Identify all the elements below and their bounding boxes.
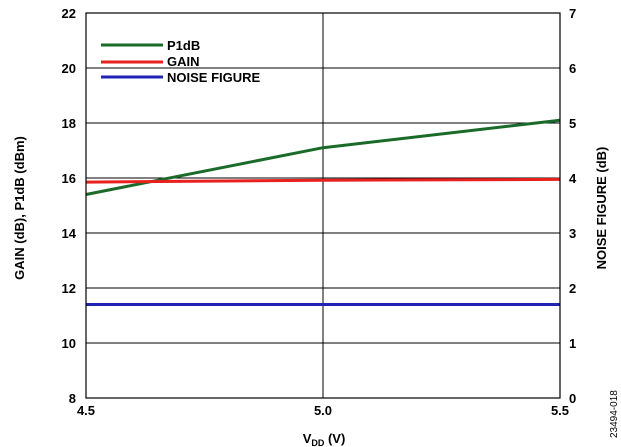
y-left-tick-label: 12 (62, 281, 76, 296)
y-right-tick-label: 4 (569, 171, 577, 186)
series-lines (85, 118, 561, 306)
legend-label-p1db: P1dB (167, 38, 200, 53)
y-axis-title-left: GAIN (dB), P1dB (dBm) (12, 136, 27, 280)
y-axis-title-right: NOISE FIGURE (dB) (594, 147, 609, 270)
y-right-tick-label: 6 (569, 61, 576, 76)
y-right-tick-label: 1 (569, 336, 576, 351)
y-left-tick-label: 16 (62, 171, 76, 186)
y-right-tick-label: 0 (569, 391, 576, 406)
series-line-gain (85, 177, 561, 184)
y-left-tick-label: 18 (62, 116, 76, 131)
series-line-p1db (85, 118, 561, 196)
y-left-tick-label: 22 (62, 6, 76, 21)
y-left-tick-label: 20 (62, 61, 76, 76)
x-tick-label: 4.5 (77, 403, 95, 418)
figure-code: 23494-018 (609, 390, 620, 438)
x-axis-title: VDD (V) (303, 431, 346, 447)
y-left-tick-label: 14 (62, 226, 77, 241)
y-right-tick-label: 7 (569, 6, 576, 21)
y-right-tick-label: 5 (569, 116, 576, 131)
x-axis-title-main: V (303, 431, 312, 446)
legend-label-noise-figure: NOISE FIGURE (167, 70, 261, 85)
grid (85, 12, 561, 399)
x-tick-label: 5.5 (551, 403, 569, 418)
y-left-tick-label: 8 (69, 391, 76, 406)
x-axis-title-unit: (V) (324, 431, 345, 446)
y-right-tick-label: 3 (569, 226, 576, 241)
x-tick-label: 5.0 (314, 403, 332, 418)
legend-label-gain: GAIN (167, 54, 200, 69)
y-left-tick-label: 10 (62, 336, 76, 351)
plot-frame (85, 12, 561, 399)
y-right-tick-label: 2 (569, 281, 576, 296)
x-axis-title-subscript: DD (311, 438, 324, 447)
legend: P1dB GAIN NOISE FIGURE (101, 38, 261, 85)
